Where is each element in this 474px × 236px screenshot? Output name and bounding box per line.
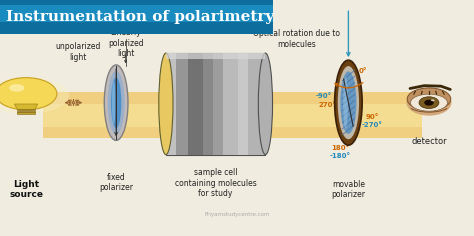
Ellipse shape xyxy=(159,53,173,155)
Text: Light
source: Light source xyxy=(9,180,43,199)
Text: 0°: 0° xyxy=(358,68,367,74)
Text: sample cell
containing molecules
for study: sample cell containing molecules for stu… xyxy=(175,169,256,198)
Ellipse shape xyxy=(431,99,435,101)
FancyBboxPatch shape xyxy=(166,53,265,155)
FancyBboxPatch shape xyxy=(166,53,176,155)
Ellipse shape xyxy=(0,77,69,114)
Text: detector: detector xyxy=(411,137,447,146)
FancyBboxPatch shape xyxy=(166,53,265,59)
FancyBboxPatch shape xyxy=(18,112,35,114)
Text: unpolarized
light: unpolarized light xyxy=(55,42,101,62)
FancyBboxPatch shape xyxy=(0,5,273,22)
Ellipse shape xyxy=(104,65,128,140)
Ellipse shape xyxy=(258,53,273,155)
FancyBboxPatch shape xyxy=(238,53,248,155)
Text: Linearly
polarized
light: Linearly polarized light xyxy=(108,28,144,58)
Text: 90°: 90° xyxy=(366,114,379,120)
FancyBboxPatch shape xyxy=(248,53,265,155)
Text: movable
polarizer: movable polarizer xyxy=(331,180,365,199)
Ellipse shape xyxy=(407,90,451,116)
Text: Instrumentation of polarimetry: Instrumentation of polarimetry xyxy=(6,10,274,24)
FancyBboxPatch shape xyxy=(188,53,203,155)
Ellipse shape xyxy=(410,94,447,111)
Ellipse shape xyxy=(108,71,125,135)
Ellipse shape xyxy=(335,60,362,145)
FancyBboxPatch shape xyxy=(18,111,35,112)
FancyBboxPatch shape xyxy=(203,53,213,155)
Polygon shape xyxy=(14,104,38,110)
FancyBboxPatch shape xyxy=(223,53,238,155)
Text: 270°: 270° xyxy=(318,102,336,108)
FancyBboxPatch shape xyxy=(176,53,188,155)
Ellipse shape xyxy=(407,88,451,110)
Text: 180°: 180° xyxy=(331,144,349,151)
FancyBboxPatch shape xyxy=(43,104,422,126)
Text: -180°: -180° xyxy=(330,153,351,159)
Ellipse shape xyxy=(424,100,434,106)
Ellipse shape xyxy=(419,97,439,109)
Text: -270°: -270° xyxy=(361,122,382,128)
Ellipse shape xyxy=(111,77,121,128)
FancyBboxPatch shape xyxy=(213,53,223,155)
Text: Priyamstudycentre.com: Priyamstudycentre.com xyxy=(204,212,270,217)
Text: fixed
polarizer: fixed polarizer xyxy=(99,173,133,192)
FancyBboxPatch shape xyxy=(43,92,422,138)
FancyBboxPatch shape xyxy=(18,109,35,110)
Ellipse shape xyxy=(340,72,356,134)
Text: Optical rotation due to
molecules: Optical rotation due to molecules xyxy=(253,30,340,49)
Ellipse shape xyxy=(9,84,25,92)
Ellipse shape xyxy=(337,66,359,139)
Ellipse shape xyxy=(0,78,57,110)
Ellipse shape xyxy=(343,77,348,129)
FancyBboxPatch shape xyxy=(0,0,273,34)
Ellipse shape xyxy=(112,81,116,124)
Text: -90°: -90° xyxy=(316,93,332,99)
